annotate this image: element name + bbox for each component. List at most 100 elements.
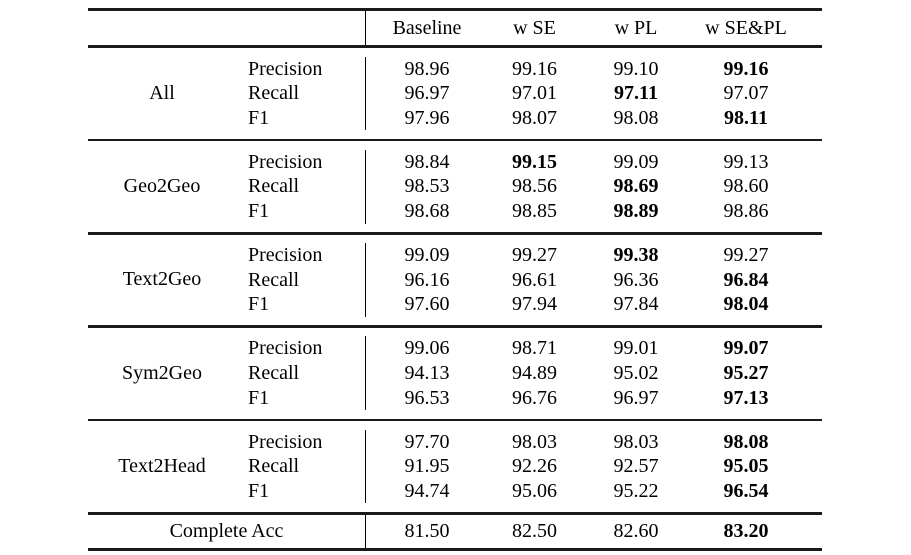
metric-label: Precision: [248, 430, 323, 453]
table-body: All Precision Recall F1 98.96 99.16 99.10 99.16…: [88, 48, 822, 512]
footer-value-cell: 82.60: [613, 520, 659, 543]
group-label: Sym2Geo: [122, 361, 202, 384]
value-cell: 98.86: [723, 199, 769, 222]
footer-value-cell: 82.50: [512, 520, 557, 543]
value-cell: 98.03: [512, 430, 557, 453]
value-cell: 91.95: [404, 455, 450, 478]
value-cell: 99.16: [723, 57, 769, 80]
value-cell: 99.27: [512, 244, 557, 267]
value-cell: 97.01: [512, 82, 557, 105]
value-cell: 99.01: [613, 337, 659, 360]
value-cell: 98.08: [613, 106, 659, 129]
group-label: Text2Head: [118, 455, 206, 478]
value-cell: 96.36: [613, 268, 659, 291]
metric-labels: Precision Recall F1: [236, 430, 365, 504]
group-block-left: Text2Geo Precision Recall F1: [88, 243, 365, 317]
metric-label: Precision: [248, 150, 323, 173]
table-header-row: Baseline w SE w PL w SE&PL: [88, 11, 822, 45]
group-block-left: Text2Head Precision Recall F1: [88, 430, 365, 504]
group-separator-rule: [88, 232, 822, 235]
header-values: Baseline w SE w PL w SE&PL: [365, 11, 822, 45]
value-cell: 97.84: [613, 293, 659, 316]
value-cell: 98.68: [404, 199, 450, 222]
value-cell: 96.61: [512, 268, 557, 291]
footer-label: Complete Acc: [169, 519, 284, 542]
value-cell: 92.26: [512, 455, 557, 478]
header-empty-corner: [88, 11, 365, 45]
metric-label: F1: [248, 293, 270, 316]
group-block: Sym2Geo Precision Recall F1 99.06 98.71 99.01 9…: [88, 328, 822, 419]
metric-labels: Precision Recall F1: [236, 150, 365, 224]
footer-separator-rule: [88, 511, 822, 515]
value-cell: 98.60: [723, 175, 769, 198]
value-cell: 98.56: [512, 175, 557, 198]
value-cell: 94.13: [404, 361, 450, 384]
metric-label: Recall: [248, 361, 300, 384]
value-cell: 97.94: [512, 293, 557, 316]
column-header: w PL: [614, 16, 658, 39]
group-block: Text2Geo Precision Recall F1 99.09 99.27 99.38…: [88, 235, 822, 326]
value-cell: 99.38: [613, 244, 659, 267]
value-cell: 98.11: [724, 106, 768, 129]
value-cell: 95.06: [512, 479, 557, 502]
metric-label: Precision: [248, 337, 323, 360]
results-table: Baseline w SE w PL w SE&PL All Precision Reca…: [88, 8, 822, 551]
value-cell: 98.03: [613, 430, 659, 453]
value-cell: 99.15: [512, 150, 557, 173]
value-cell: 97.13: [723, 386, 769, 409]
value-cell: 97.96: [404, 106, 450, 129]
value-cell: 95.27: [723, 361, 769, 384]
footer-value-cell: 83.20: [723, 520, 769, 543]
value-cell: 98.85: [512, 199, 557, 222]
group-block-left: Sym2Geo Precision Recall F1: [88, 336, 365, 410]
metric-label: Precision: [248, 244, 323, 267]
column-header: w SE&PL: [705, 16, 787, 39]
metric-label: Recall: [248, 82, 300, 105]
group-label: All: [149, 81, 175, 104]
value-cell: 96.54: [723, 479, 769, 502]
footer-value-cell: 81.50: [404, 520, 450, 543]
group-label: Text2Geo: [122, 268, 202, 291]
value-cell: 97.11: [614, 82, 658, 105]
group-values: 99.06 98.71 99.01 99.07 94.13 94.89 95.02 95.27…: [365, 336, 822, 411]
value-cell: 96.53: [404, 386, 450, 409]
value-cell: 95.22: [613, 479, 659, 502]
value-cell: 98.53: [404, 175, 450, 198]
value-cell: 99.13: [723, 150, 769, 173]
top-rule: [88, 8, 822, 11]
value-cell: 99.27: [723, 244, 769, 267]
group-separator-rule: [88, 138, 822, 142]
value-cell: 96.16: [404, 268, 450, 291]
metric-label: F1: [248, 199, 270, 222]
value-cell: 98.84: [404, 150, 450, 173]
column-header: w SE: [513, 16, 556, 39]
value-cell: 95.05: [723, 455, 769, 478]
footer-values: 81.50 82.50 82.60 83.20: [365, 514, 822, 548]
group-values: 99.09 99.27 99.38 99.27 96.16 96.61 96.36 96.84…: [365, 243, 822, 317]
value-cell: 92.57: [613, 455, 659, 478]
metric-label: Recall: [248, 268, 300, 291]
group-label: Geo2Geo: [123, 175, 201, 198]
group-values: 98.84 99.15 99.09 99.13 98.53 98.56 98.69 98.60…: [365, 149, 822, 224]
value-cell: 98.69: [613, 175, 659, 198]
value-cell: 98.96: [404, 57, 450, 80]
bottom-rule: [88, 547, 822, 551]
value-cell: 98.04: [723, 293, 769, 316]
value-cell: 99.10: [613, 57, 659, 80]
value-cell: 98.07: [512, 106, 557, 129]
group-block: All Precision Recall F1 98.96 99.16 99.10 99.16…: [88, 48, 822, 139]
value-cell: 96.76: [512, 386, 557, 409]
value-cell: 98.89: [613, 199, 659, 222]
metric-label: Recall: [248, 175, 300, 198]
metric-labels: Precision Recall F1: [236, 243, 365, 317]
value-cell: 98.08: [723, 430, 769, 453]
metric-label: Recall: [248, 455, 300, 478]
value-cell: 99.09: [404, 244, 450, 267]
group-block: Geo2Geo Precision Recall F1 98.84 99.15 99.09 9…: [88, 141, 822, 232]
value-cell: 96.97: [613, 386, 659, 409]
group-block-left: Geo2Geo Precision Recall F1: [88, 150, 365, 224]
metric-labels: Precision Recall F1: [236, 336, 365, 410]
value-cell: 96.84: [723, 268, 769, 291]
value-cell: 96.97: [404, 82, 450, 105]
